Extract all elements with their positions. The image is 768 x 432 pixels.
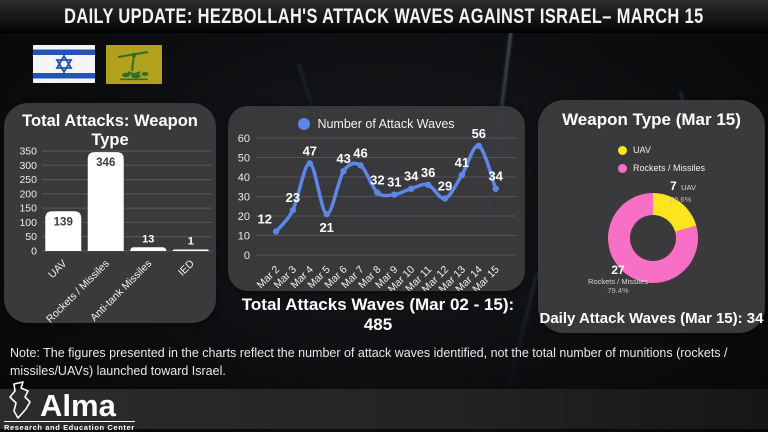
svg-text:34: 34 [404, 169, 419, 184]
alma-logo: Alma Research and Education Center [4, 381, 135, 432]
svg-text:34: 34 [488, 169, 503, 184]
legend-label: Number of Attack Waves [317, 117, 455, 131]
header-title-bar: DAILY UPDATE: HEZBOLLAH'S ATTACK WAVES A… [0, 0, 768, 33]
svg-text:50: 50 [238, 153, 250, 165]
uav-slice-label: 7 UAV 20.6% [670, 179, 697, 205]
bar-chart-panel: Total Attacks: Weapon Type 0 50 100 150 200 2… [4, 103, 216, 323]
footer-bar [0, 389, 768, 429]
svg-text:30: 30 [238, 192, 250, 204]
svg-text:56: 56 [472, 126, 486, 141]
svg-text:43: 43 [336, 151, 350, 166]
svg-text:31: 31 [387, 175, 401, 190]
donut-chart [608, 193, 699, 283]
svg-text:1: 1 [188, 236, 194, 248]
svg-text:20: 20 [238, 211, 250, 223]
svg-text:32: 32 [370, 173, 384, 188]
svg-text:60: 60 [238, 133, 250, 145]
total-value: 485 [363, 314, 393, 334]
note-text: Note: The figures presented in the chart… [10, 346, 728, 379]
alma-wordmark: Alma [40, 387, 116, 423]
israel-flag-icon [33, 45, 95, 83]
svg-text:300: 300 [19, 160, 37, 172]
svg-text:29: 29 [438, 178, 452, 193]
svg-text:250: 250 [19, 174, 37, 186]
svg-text:50: 50 [25, 231, 37, 243]
svg-text:36: 36 [421, 165, 435, 180]
svg-text:23: 23 [286, 190, 300, 205]
logo-tagline: Research and Education Center [4, 423, 135, 432]
rockets-slice-label: 27 Rockets / Missiles 79.4% [587, 263, 648, 296]
donut-chart-panel: Weapon Type (Mar 15) UAV Rockets / Missi… [538, 100, 765, 333]
total-attack-waves-summary: Total Attacks Waves (Mar 02 - 15): 485 [228, 295, 528, 334]
svg-text:139: 139 [54, 216, 73, 228]
line-chart-legend: Number of Attack Waves [228, 117, 525, 131]
donut-legend: UAV Rockets / Missiles [618, 145, 705, 181]
legend-item-uav: UAV [618, 145, 705, 155]
svg-text:0: 0 [244, 250, 250, 262]
svg-text:346: 346 [96, 157, 115, 169]
rockets-legend-dot-icon [618, 163, 627, 173]
logo-divider [4, 421, 135, 422]
svg-text:UAV: UAV [46, 258, 69, 281]
svg-text:41: 41 [455, 155, 469, 170]
legend-item-rockets: Rockets / Missiles [618, 163, 705, 173]
svg-text:200: 200 [19, 188, 37, 200]
line-chart-panel: 0 10 20 30 40 50 60 12 23 47 21 43 46 32 31 34 36 29 41 56 3… [228, 106, 525, 291]
daily-attack-waves-label: Daily Attack Waves (Mar 15): 34 [539, 310, 764, 327]
svg-text:12: 12 [258, 212, 272, 227]
svg-text:13: 13 [142, 233, 154, 245]
map-outline-icon [9, 381, 31, 419]
svg-text:10: 10 [238, 231, 250, 243]
svg-text:350: 350 [19, 146, 37, 158]
donut-chart-title: Weapon Type (Mar 15) [562, 110, 741, 129]
svg-text:IED: IED [176, 257, 197, 278]
legend-dot-icon [298, 118, 311, 130]
svg-text:40: 40 [238, 172, 250, 184]
bar-chart-title: Total Attacks: Weapon Type [22, 112, 198, 149]
hezbollah-flag-icon [106, 45, 162, 84]
page-title: DAILY UPDATE: HEZBOLLAH'S ATTACK WAVES A… [64, 4, 704, 28]
svg-text:0: 0 [31, 246, 37, 258]
total-label: Total Attacks Waves (Mar 02 - 15): [241, 295, 515, 314]
svg-text:46: 46 [353, 145, 367, 160]
svg-text:21: 21 [319, 220, 333, 235]
svg-text:47: 47 [303, 143, 317, 158]
uav-legend-dot-icon [618, 145, 627, 155]
svg-text:100: 100 [19, 217, 37, 229]
svg-text:150: 150 [19, 203, 37, 215]
